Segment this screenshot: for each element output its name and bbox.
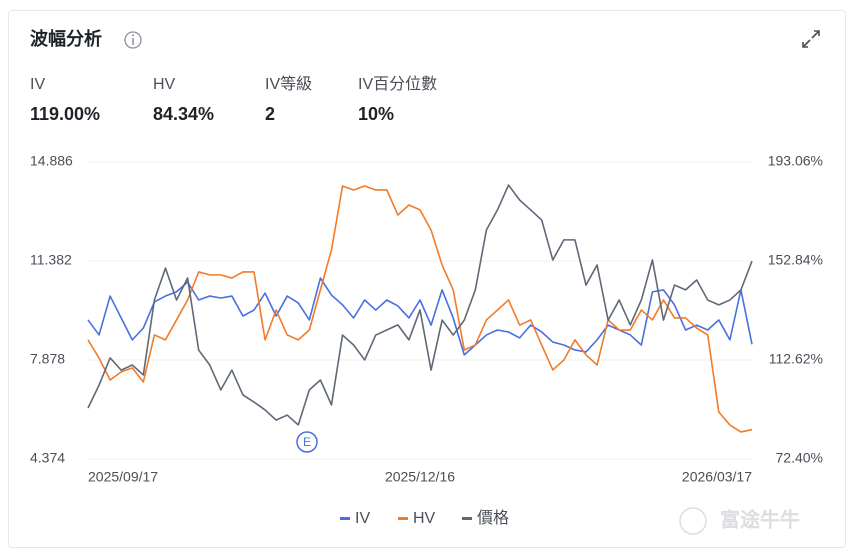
stat-label: IV百分位數 [358,75,437,93]
y2-tick-label: 152.84% [768,252,823,268]
legend-label: HV [413,510,436,527]
stat-value: 2 [265,104,275,124]
y-tick-label: 7.878 [30,351,65,367]
legend-swatch [462,517,472,520]
event-marker[interactable]: E [296,431,318,453]
stat-label: IV [30,76,45,93]
stat-value: 84.34% [153,104,214,124]
y-tick-label: 14.886 [30,153,73,169]
legend-swatch [398,517,408,520]
legend-swatch [340,517,350,520]
stat-label: IV等級 [265,75,312,93]
watermark: 富途牛牛 [679,507,800,535]
event-label: E [303,435,311,449]
legend-label: 價格 [477,509,509,527]
y2-tick-label: 112.62% [769,351,823,367]
x-tick-label: 2026/03/17 [682,469,752,485]
expand-icon[interactable] [802,30,820,48]
series-line [87,184,753,426]
series-line [87,185,753,433]
y-tick-label: 4.374 [30,450,65,466]
y2-tick-label: 72.40% [776,450,823,466]
x-tick-label: 2025/09/17 [88,469,158,485]
x-tick-label: 2025/12/16 [385,469,455,485]
stat-label: HV [153,76,176,93]
stat-value: 10% [358,104,394,124]
info-icon[interactable] [124,31,142,49]
panel-title: 波幅分析 [30,28,102,49]
legend-label: IV [355,510,370,527]
stat-value: 119.00% [30,104,100,124]
stats: IV 119.00% HV 84.34% IV等級 2 IV百分位數 10% [30,75,437,124]
y2-tick-label: 193.06% [768,153,823,169]
y-tick-label: 11.382 [30,252,72,268]
watermark-text: 富途牛牛 [720,507,800,531]
series-line [87,277,753,356]
card [8,10,846,548]
